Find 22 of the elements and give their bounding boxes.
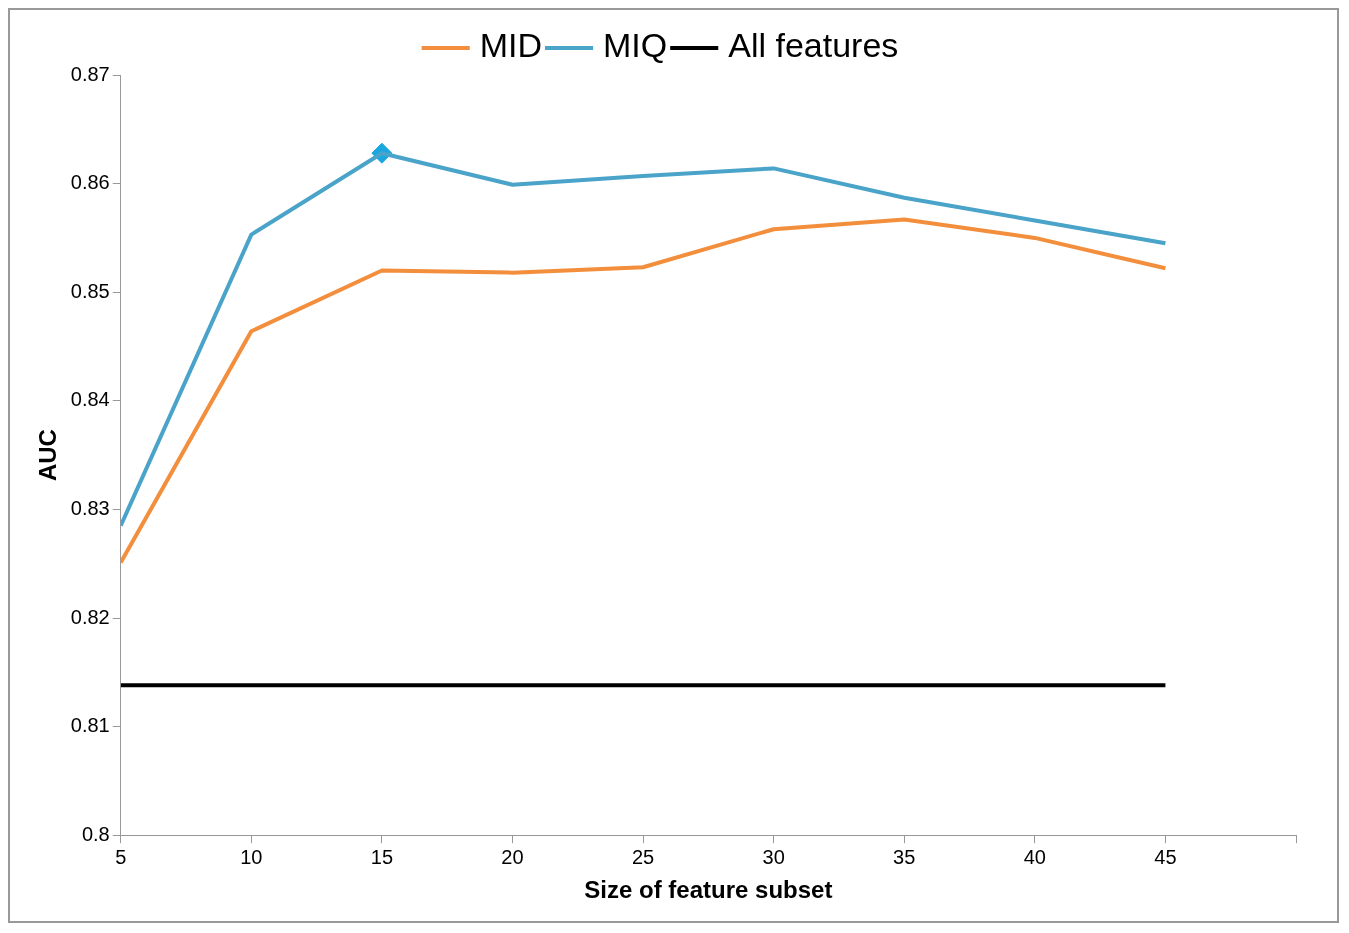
- x-tick-label: 20: [501, 845, 524, 868]
- y-tick-label: 0.87: [70, 62, 110, 85]
- y-tick-label: 0.8: [81, 822, 110, 845]
- x-tick-label: 30: [762, 845, 785, 868]
- x-axis-title: Size of feature subset: [584, 876, 833, 904]
- y-tick-label: 0.83: [70, 496, 110, 519]
- y-tick-label: 0.84: [70, 388, 110, 411]
- y-tick-label: 0.86: [70, 171, 110, 194]
- y-tick-label: 0.81: [70, 714, 110, 737]
- x-tick-label: 45: [1154, 845, 1177, 868]
- legend-label: All features: [728, 26, 899, 65]
- x-tick-label: 10: [240, 845, 263, 868]
- x-tick-label: 5: [115, 845, 127, 868]
- legend-label: MIQ: [603, 26, 668, 65]
- x-tick-label: 15: [370, 845, 394, 868]
- legend-label: MID: [479, 26, 543, 65]
- x-tick-label: 40: [1023, 845, 1046, 868]
- y-tick-label: 0.85: [70, 279, 110, 302]
- x-tick-label: 35: [893, 845, 916, 868]
- x-tick-label: 25: [631, 845, 655, 868]
- y-tick-label: 0.82: [70, 605, 110, 628]
- y-axis-title: AUC: [34, 429, 62, 482]
